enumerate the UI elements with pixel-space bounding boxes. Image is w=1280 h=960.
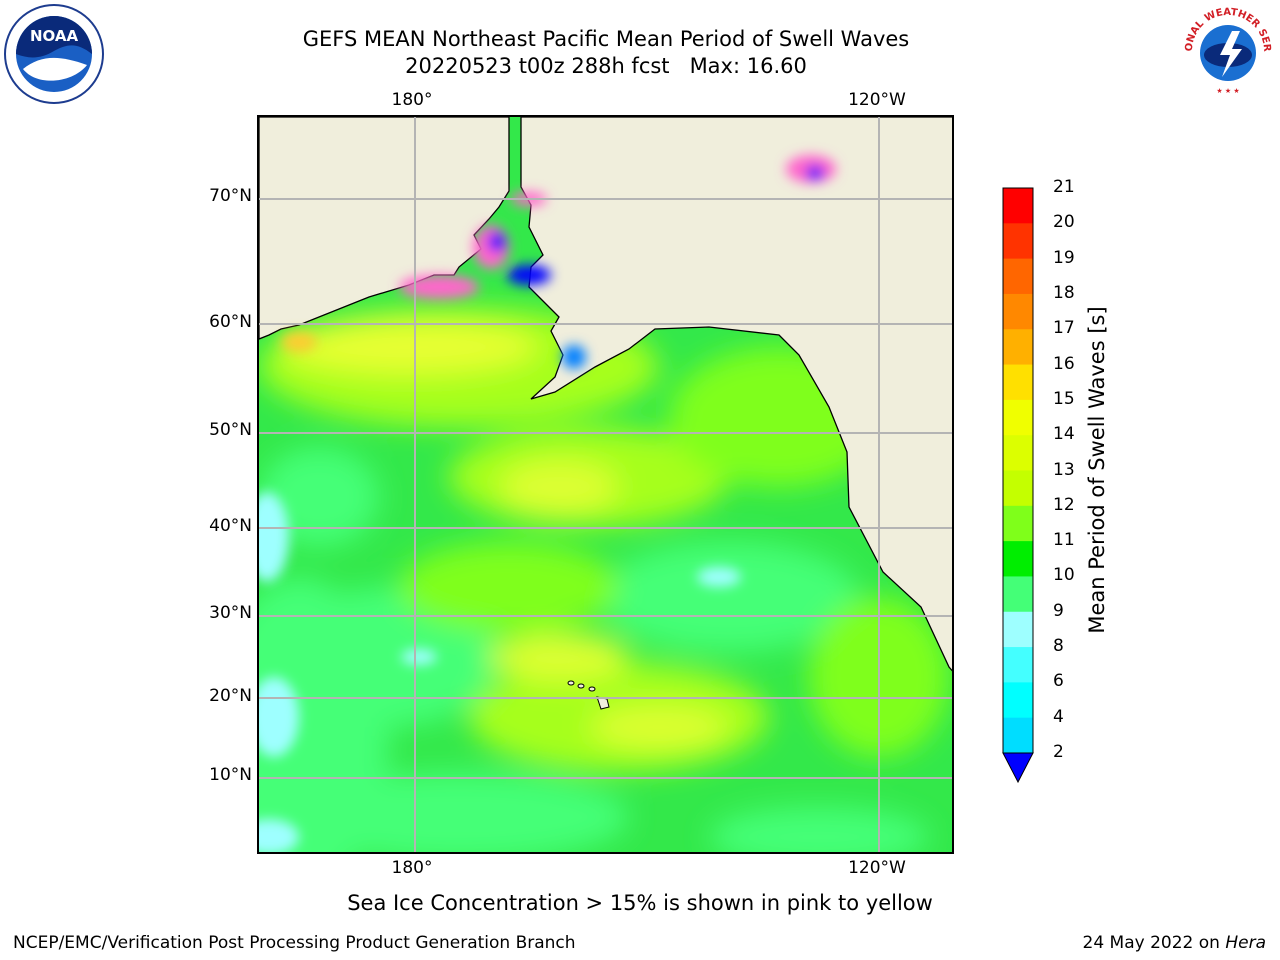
- colorbar-tick-label: 9: [1053, 600, 1064, 621]
- colorbar-tick-label: 11: [1053, 530, 1075, 551]
- colorbar-tick-label: 17: [1053, 318, 1075, 339]
- island: [567, 680, 575, 686]
- map-panel: [257, 115, 954, 854]
- credit-right: 24 May 2022 on Hera: [1083, 933, 1267, 953]
- swell-region: [599, 542, 859, 652]
- svg-text:NOAA: NOAA: [30, 27, 79, 45]
- swell-region: [401, 649, 437, 665]
- noaa-logo: NOAA: [3, 3, 105, 109]
- swell-region: [259, 492, 289, 582]
- colorbar-tick-label: 21: [1053, 177, 1075, 197]
- colorbar-tick-label: 4: [1053, 706, 1064, 727]
- colorbar-tick-label: 12: [1053, 494, 1075, 515]
- colorbar: [1000, 185, 1036, 789]
- chart-title: GEFS MEAN Northeast Pacific Mean Period …: [302, 27, 910, 51]
- nws-logo: NATIONAL WEATHER SERVICE ★ ★ ★: [1176, 0, 1276, 103]
- swell-region: [279, 319, 539, 375]
- island: [588, 686, 596, 692]
- colorbar-swatch: [1003, 576, 1033, 613]
- lat-label-10n: 10°N: [209, 765, 252, 785]
- colorbar-tick-label: 18: [1053, 282, 1075, 303]
- lon-label-bottom-180: 180°: [391, 858, 433, 878]
- sea-ice: [507, 265, 551, 285]
- colorbar-swatch: [1003, 329, 1033, 366]
- colorbar-extend-arrow: [1002, 752, 1034, 784]
- colorbar-swatch: [1003, 505, 1033, 542]
- colorbar-swatch: [1003, 399, 1033, 436]
- swell-region: [489, 632, 629, 682]
- swell-region: [709, 807, 929, 852]
- colorbar-tick-label: 16: [1053, 353, 1075, 374]
- colorbar-swatch: [1003, 717, 1033, 754]
- credit-machine: Hera: [1225, 933, 1266, 953]
- sea-ice: [399, 275, 479, 299]
- lon-label-top-120w: 120°W: [848, 90, 906, 110]
- colorbar-tick-label: 14: [1053, 424, 1075, 445]
- colorbar-tick-label: 20: [1053, 212, 1075, 233]
- swell-region: [697, 567, 741, 587]
- colorbar-label: Mean Period of Swell Waves [s]: [1085, 306, 1109, 634]
- island: [577, 683, 585, 689]
- colorbar-swatch: [1003, 188, 1033, 224]
- colorbar-swatch: [1003, 223, 1033, 260]
- colorbar-swatch: [1003, 682, 1033, 719]
- svg-text:★ ★ ★: ★ ★ ★: [1216, 87, 1239, 95]
- lat-label-60n: 60°N: [209, 312, 252, 332]
- credit-left: NCEP/EMC/Verification Post Processing Pr…: [13, 933, 576, 953]
- colorbar-tick-label: 2: [1053, 742, 1064, 762]
- sea-ice: [562, 345, 586, 369]
- lat-label-50n: 50°N: [209, 420, 252, 440]
- colorbar-swatch: [1003, 647, 1033, 683]
- footnote: Sea Ice Concentration > 15% is shown in …: [347, 891, 933, 915]
- land-siberia: [259, 117, 510, 340]
- colorbar-swatch: [1003, 611, 1033, 648]
- sea-ice: [488, 232, 506, 252]
- lat-label-20n: 20°N: [209, 686, 252, 706]
- lon-label-top-180: 180°: [391, 90, 433, 110]
- swell-region: [589, 705, 729, 749]
- swell-region: [259, 447, 379, 547]
- lon-label-bottom-120w: 120°W: [848, 858, 906, 878]
- swell-region: [499, 459, 619, 515]
- sea-ice: [806, 166, 824, 180]
- lat-label-70n: 70°N: [209, 186, 252, 206]
- swell-region: [289, 772, 629, 852]
- colorbar-tick-label: 15: [1053, 388, 1075, 409]
- colorbar-tick-label: 13: [1053, 459, 1075, 480]
- colorbar-tick-label: 8: [1053, 636, 1064, 657]
- sea-ice: [281, 332, 317, 352]
- colorbar-tick-label: 19: [1053, 247, 1075, 268]
- swell-region: [259, 819, 299, 852]
- chart-subtitle: 20220523 t00z 288h fcst Max: 16.60: [405, 54, 807, 78]
- colorbar-swatch: [1003, 541, 1033, 577]
- swell-region: [399, 542, 619, 632]
- lat-label-30n: 30°N: [209, 603, 252, 623]
- colorbar-swatch: [1003, 364, 1033, 401]
- colorbar-swatch: [1003, 470, 1033, 507]
- lat-label-40n: 40°N: [209, 516, 252, 536]
- colorbar-tick-label: 6: [1053, 671, 1064, 692]
- colorbar-swatch: [1003, 435, 1033, 471]
- colorbar-tick-label: 10: [1053, 565, 1075, 586]
- land-north-america: [520, 117, 952, 672]
- colorbar-swatch: [1003, 293, 1033, 330]
- credit-date: 24 May 2022 on: [1082, 933, 1226, 953]
- colorbar-swatch: [1003, 258, 1033, 295]
